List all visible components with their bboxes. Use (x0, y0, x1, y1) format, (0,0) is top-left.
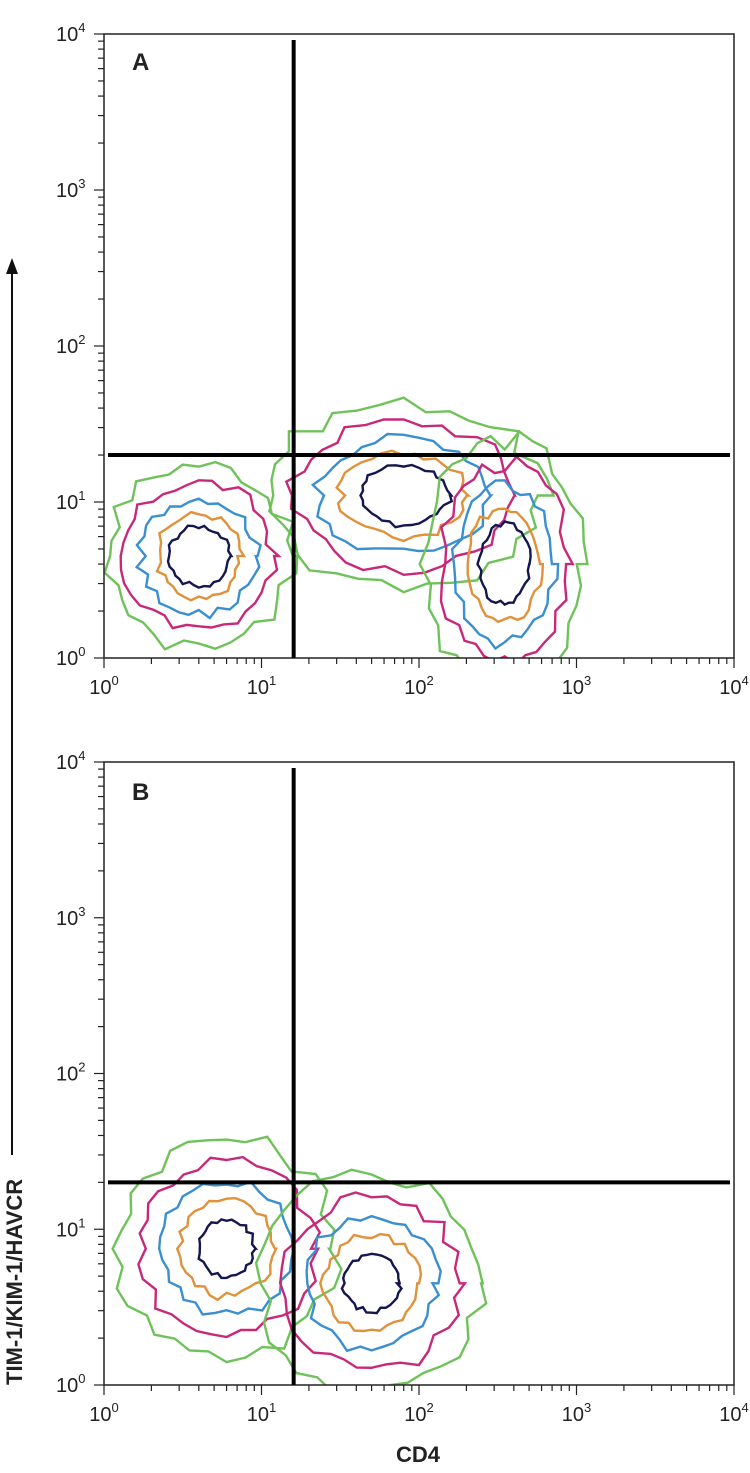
panel-b-frame (103, 761, 735, 1386)
panel-b-y-tick-label: 103 (56, 904, 85, 930)
panel-a-x-tick-label: 104 (719, 673, 748, 699)
panel-a-y-tick-label: 101 (56, 488, 85, 514)
panel-b-pop1-contour-4 (175, 1196, 278, 1302)
panel-a-pop2-contour-4 (335, 449, 472, 543)
y-axis-title: TIM-1/KIM-1/HAVCR (2, 1179, 27, 1385)
panel-b-x-tick-label: 103 (562, 1400, 591, 1426)
panel-a-x-tick-label: 102 (404, 673, 433, 699)
panel-a-pop1-contour-3 (134, 497, 262, 620)
panel-b-y-tick-label: 100 (56, 1371, 85, 1397)
panel-a-pop1-contour-1 (104, 460, 299, 651)
panel-a-pop3-contour-4 (466, 507, 545, 624)
panel-a-y-tick-label: 102 (56, 332, 85, 358)
panel-a-letter: A (132, 49, 149, 76)
panel-a-contours (104, 396, 589, 658)
panel-a-pop1-contour-5 (166, 524, 234, 589)
panel-b-pop2-contour-2 (278, 1191, 468, 1370)
panel-a-x-tick-label: 100 (89, 673, 118, 699)
panel-a: A 100 101 102 103 104 100 101 102 103 104 (56, 20, 749, 699)
panel-b-y-tick-label: 102 (56, 1060, 85, 1086)
panel-b-x-tick-label: 101 (247, 1400, 276, 1426)
panel-a-y-tick-label: 104 (56, 20, 85, 46)
panel-a-pop2-contour-1 (268, 396, 556, 594)
panel-b-x-tick-label: 102 (404, 1400, 433, 1426)
panel-b-contours (111, 1135, 488, 1385)
panel-a-ticks (94, 33, 735, 668)
panel-b-y-tick-label: 101 (56, 1215, 85, 1241)
panel-a-pop1-contour-2 (119, 479, 282, 630)
panel-b-pop2-contour-5 (340, 1252, 404, 1315)
panel-b-letter: B (132, 779, 149, 806)
panel-b-pop1-contour-1 (111, 1135, 343, 1364)
panel-b-pop2-contour-1 (254, 1168, 488, 1385)
panel-b-x-tick-label: 100 (89, 1400, 118, 1426)
panel-b-pop2-contour-4 (319, 1232, 423, 1333)
panel-a-x-tick-label: 101 (247, 673, 276, 699)
panel-b-pop1-contour-5 (197, 1218, 259, 1280)
panel-a-pop3-contour-2 (439, 454, 575, 658)
panel-b: B 100 101 102 103 104 100 101 102 103 104 (56, 748, 749, 1426)
panel-a-pop3-contour-1 (418, 429, 589, 658)
panel-a-pop3-contour-5 (476, 520, 532, 607)
panel-b-pop2-contour-3 (305, 1214, 442, 1353)
panel-a-x-tick-label: 103 (562, 673, 591, 699)
panel-b-pop1-contour-3 (157, 1180, 296, 1316)
x-axis-title: CD4 (396, 1442, 441, 1467)
panel-a-pop2-contour-5 (359, 463, 454, 529)
panel-a-pop1-contour-4 (155, 510, 247, 602)
panel-a-pop3-contour-3 (450, 479, 560, 651)
panel-b-ticks (94, 761, 735, 1395)
panel-b-x-tick-label: 104 (719, 1400, 748, 1426)
panel-a-y-tick-label: 103 (56, 176, 85, 202)
panel-a-y-tick-label: 100 (56, 644, 85, 670)
panel-b-y-tick-label: 104 (56, 748, 85, 774)
y-axis-arrow (6, 258, 18, 1155)
